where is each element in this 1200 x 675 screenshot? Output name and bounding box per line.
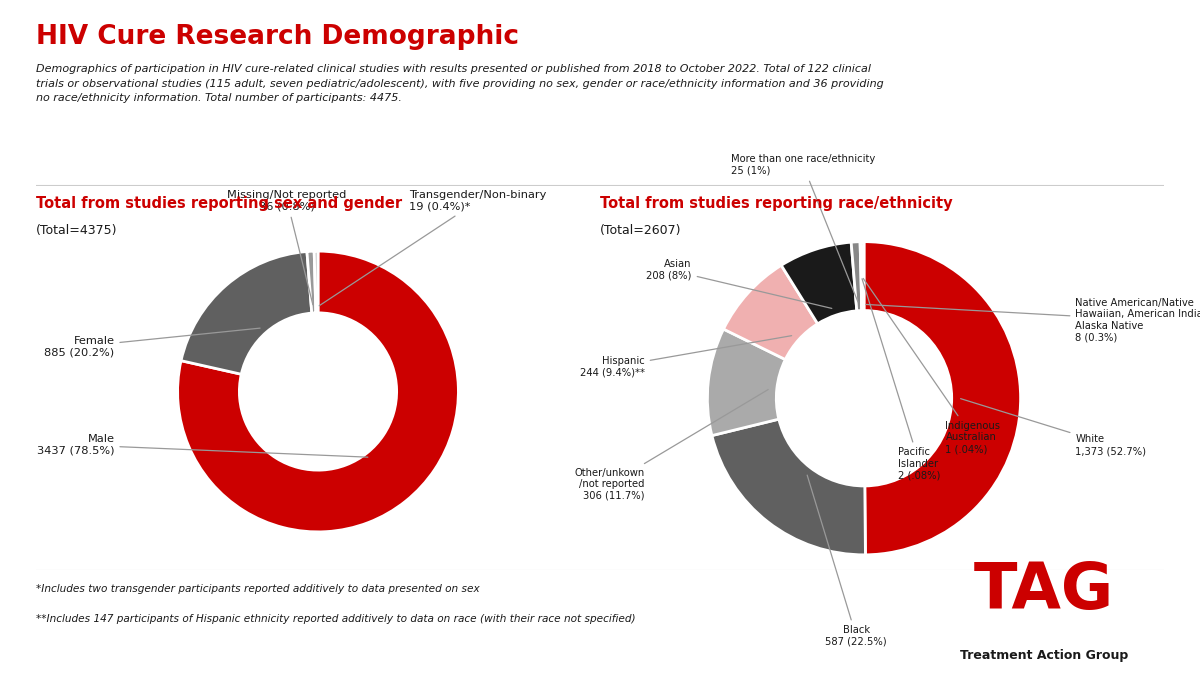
Text: (Total=2607): (Total=2607) [600,224,682,237]
Text: TAG: TAG [974,560,1114,622]
Text: Black
587 (22.5%): Black 587 (22.5%) [808,475,887,647]
Text: Demographics of participation in HIV cure-related clinical studies with results : Demographics of participation in HIV cur… [36,64,883,103]
Wedge shape [712,419,865,555]
Text: Male
3437 (78.5%): Male 3437 (78.5%) [37,434,368,457]
Wedge shape [178,251,458,532]
Text: Transgender/Non-binary
19 (0.4%)*: Transgender/Non-binary 19 (0.4%)* [319,190,547,306]
Text: More than one race/ethnicity
25 (1%): More than one race/ethnicity 25 (1%) [731,155,875,302]
Text: Total from studies reporting race/ethnicity: Total from studies reporting race/ethnic… [600,196,953,211]
Wedge shape [860,242,863,310]
Text: Total from studies reporting sex and gender: Total from studies reporting sex and gen… [36,196,402,211]
Text: **Includes 147 participants of Hispanic ethnicity reported additively to data on: **Includes 147 participants of Hispanic … [36,614,636,624]
Text: (Total=4375): (Total=4375) [36,224,118,237]
Text: Native American/Native
Hawaiian, American Indian/
Alaska Native
8 (0.3%): Native American/Native Hawaiian, America… [866,298,1200,342]
Wedge shape [781,242,857,324]
Text: Other/unkown
/not reported
306 (11.7%): Other/unkown /not reported 306 (11.7%) [575,389,768,501]
Wedge shape [864,242,1020,555]
Wedge shape [860,242,862,310]
Text: Treatment Action Group: Treatment Action Group [960,649,1128,662]
Wedge shape [181,252,312,374]
Wedge shape [851,242,862,311]
Text: Female
885 (20.2%): Female 885 (20.2%) [44,328,260,357]
Text: *Includes two transgender participants reported additively to data presented on : *Includes two transgender participants r… [36,584,480,594]
Text: Missing/Not reported
36 (0.8%): Missing/Not reported 36 (0.8%) [228,190,347,304]
Wedge shape [862,242,864,310]
Wedge shape [307,251,316,313]
Text: White
1,373 (52.7%): White 1,373 (52.7%) [961,399,1146,456]
Wedge shape [708,329,785,435]
Wedge shape [314,251,318,313]
Text: HIV Cure Research Demographic: HIV Cure Research Demographic [36,24,520,50]
Text: Asian
208 (8%): Asian 208 (8%) [647,259,832,308]
Text: Pacific
Islander
2 (.08%): Pacific Islander 2 (.08%) [862,279,941,481]
Text: Hispanic
244 (9.4%)**: Hispanic 244 (9.4%)** [580,335,792,378]
Wedge shape [724,265,817,360]
Text: Indigenous
Australian
1 (.04%): Indigenous Australian 1 (.04%) [863,278,1001,454]
